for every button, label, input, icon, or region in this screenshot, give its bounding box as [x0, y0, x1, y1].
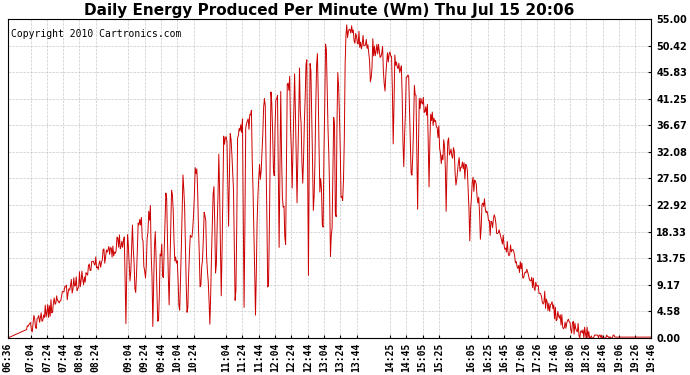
Title: Daily Energy Produced Per Minute (Wm) Thu Jul 15 20:06: Daily Energy Produced Per Minute (Wm) Th… — [84, 3, 575, 18]
Text: Copyright 2010 Cartronics.com: Copyright 2010 Cartronics.com — [11, 28, 181, 39]
